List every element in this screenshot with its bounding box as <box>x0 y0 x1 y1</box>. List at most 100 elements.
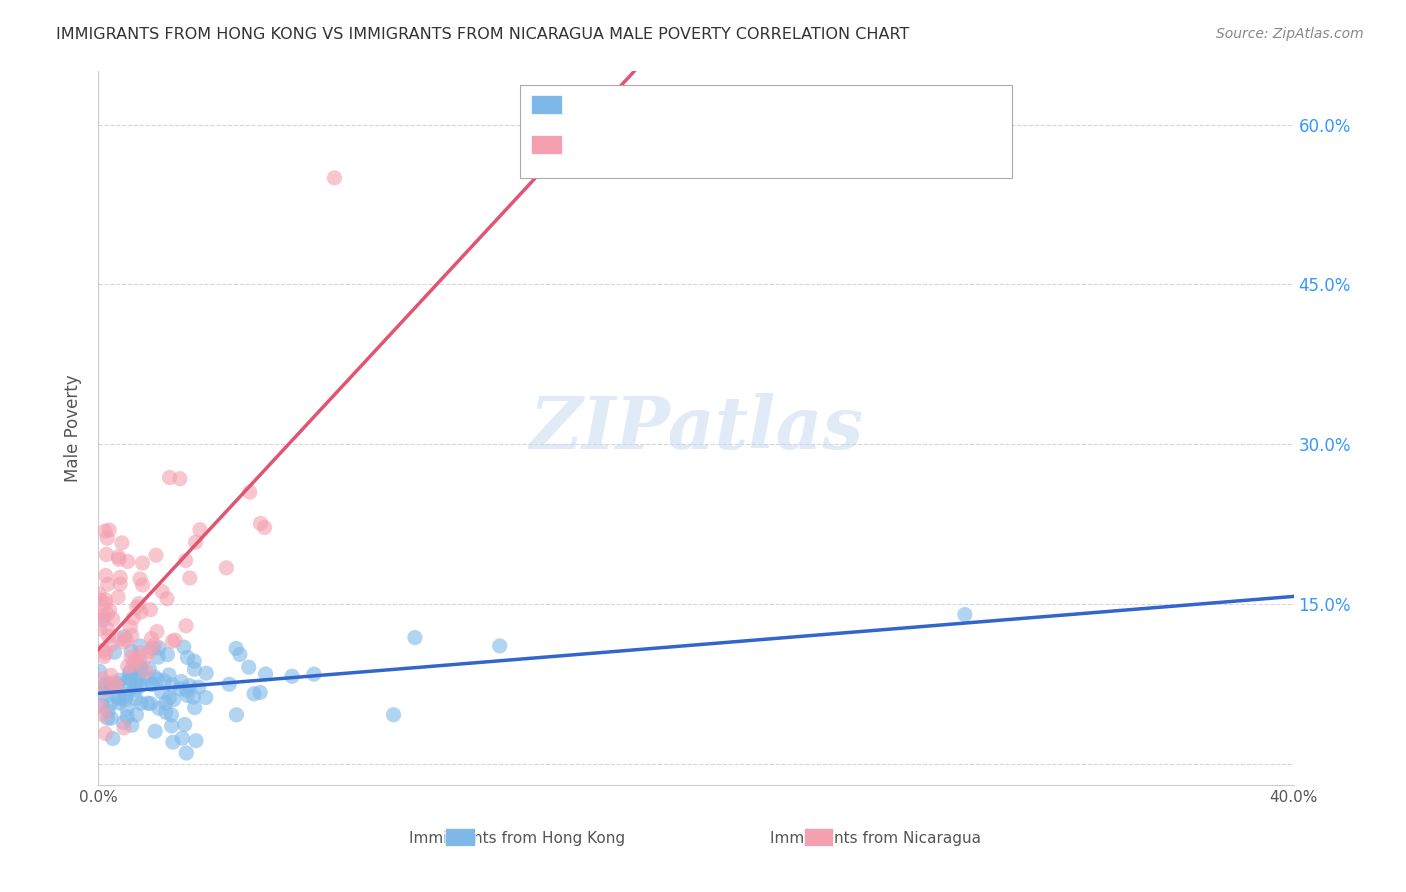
Point <box>176 650 198 665</box>
Point <box>160 719 183 733</box>
Point <box>94 596 117 610</box>
Point <box>120 644 142 658</box>
Point <box>125 678 148 692</box>
Point <box>129 678 152 692</box>
Point <box>229 648 252 662</box>
Point <box>176 746 198 760</box>
Point <box>118 665 141 679</box>
Point <box>108 696 131 710</box>
Point <box>124 691 146 706</box>
Point <box>215 561 238 575</box>
Point <box>179 571 201 585</box>
Point <box>89 622 111 636</box>
Point <box>138 662 160 676</box>
Point <box>173 717 195 731</box>
Point <box>134 651 156 665</box>
Point <box>128 597 150 611</box>
Point <box>183 700 205 714</box>
Text: 0.101: 0.101 <box>619 97 666 112</box>
Point <box>114 692 136 706</box>
Point <box>97 577 120 591</box>
Point <box>176 689 198 703</box>
Point <box>141 632 163 646</box>
Point <box>107 591 129 605</box>
Text: 104: 104 <box>735 97 768 112</box>
Point <box>155 706 177 720</box>
Point <box>157 668 180 682</box>
Point <box>183 654 205 668</box>
Point <box>141 677 163 691</box>
Point <box>112 630 135 644</box>
Point <box>91 643 114 657</box>
Point <box>128 639 150 653</box>
Point <box>125 652 148 666</box>
Point <box>238 660 260 674</box>
Point <box>148 650 170 665</box>
Point <box>225 707 247 722</box>
Point <box>94 524 117 538</box>
Point <box>156 591 179 606</box>
Point <box>194 690 217 705</box>
Point <box>120 620 142 634</box>
Bar <box>446 828 475 846</box>
Point <box>121 718 143 732</box>
Point <box>146 624 169 639</box>
Point <box>105 680 128 694</box>
Text: Immigrants from Hong Kong: Immigrants from Hong Kong <box>409 831 624 847</box>
Point <box>103 675 125 690</box>
Point <box>97 704 120 718</box>
Point <box>122 611 145 625</box>
Point <box>96 622 118 636</box>
Bar <box>804 828 834 846</box>
Text: N =: N = <box>689 97 718 112</box>
Point <box>108 691 131 706</box>
Point <box>124 654 146 668</box>
Point <box>115 710 138 724</box>
Point <box>148 701 170 715</box>
Point <box>101 731 124 746</box>
Point <box>97 629 120 643</box>
Point <box>89 665 111 679</box>
Point <box>120 650 142 665</box>
Point <box>118 667 141 681</box>
Point <box>173 640 195 654</box>
Point <box>121 628 143 642</box>
Point <box>136 696 159 710</box>
Point <box>183 690 205 704</box>
Text: 80: 80 <box>735 137 756 152</box>
Point <box>139 603 162 617</box>
Point <box>96 676 118 690</box>
Point <box>103 645 125 659</box>
Point <box>160 707 183 722</box>
Point <box>120 673 142 688</box>
Point <box>94 726 117 740</box>
Point <box>89 593 111 607</box>
Point <box>249 685 271 699</box>
Point <box>131 578 153 592</box>
Point <box>125 707 148 722</box>
Point <box>107 677 129 691</box>
Point <box>127 673 149 687</box>
Point <box>281 669 304 683</box>
Text: Immigrants from Nicaragua: Immigrants from Nicaragua <box>769 831 981 847</box>
Point <box>184 535 207 549</box>
Point <box>254 667 277 681</box>
Point <box>100 680 122 694</box>
Point <box>124 680 146 694</box>
Point <box>302 667 325 681</box>
Point <box>404 631 426 645</box>
Point <box>94 568 117 582</box>
Point <box>94 690 117 704</box>
Point <box>93 683 115 698</box>
Point <box>239 485 262 500</box>
Point <box>187 680 209 694</box>
Text: IMMIGRANTS FROM HONG KONG VS IMMIGRANTS FROM NICARAGUA MALE POVERTY CORRELATION : IMMIGRANTS FROM HONG KONG VS IMMIGRANTS … <box>56 27 910 42</box>
Point <box>179 679 201 693</box>
Point <box>98 603 121 617</box>
Point <box>128 654 150 668</box>
Point <box>115 689 138 703</box>
Point <box>195 666 218 681</box>
Point <box>96 548 118 562</box>
Point <box>169 472 191 486</box>
Point <box>488 639 510 653</box>
